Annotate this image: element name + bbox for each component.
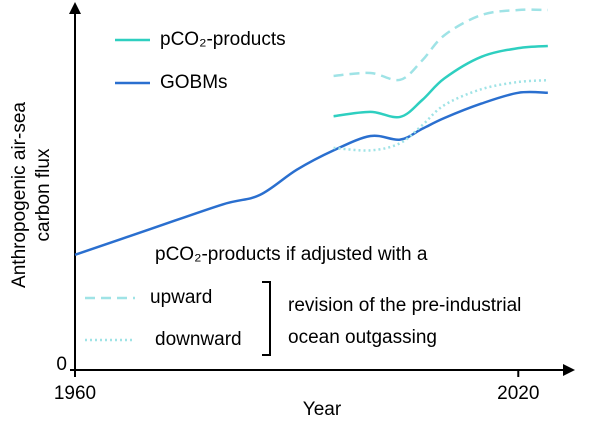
legend-label: downward: [155, 329, 242, 350]
x-tick-label: 2020: [497, 383, 539, 404]
y-axis-label: carbon flux: [33, 148, 54, 241]
y-axis-label: Anthropogenic air-sea: [9, 102, 30, 288]
x-tick-label: 1960: [54, 383, 96, 404]
annotation: ocean outgassing: [288, 327, 437, 348]
annotation: revision of the pre-industrial: [288, 295, 521, 316]
y-axis-arrow: [69, 2, 81, 14]
line: [333, 44, 548, 119]
legend-label: GOBMs: [160, 72, 228, 93]
x-axis-label: Year: [303, 399, 342, 420]
bracket: [262, 281, 271, 356]
legend-label: pCO₂-products: [160, 29, 286, 50]
legend-label: upward: [150, 287, 212, 308]
line: [74, 90, 548, 256]
x-axis-arrow: [563, 364, 575, 376]
line: [333, 78, 548, 152]
y-tick-label: 0: [56, 354, 67, 375]
line: [333, 8, 548, 82]
annotation: pCO₂-products if adjusted with a: [155, 244, 428, 265]
